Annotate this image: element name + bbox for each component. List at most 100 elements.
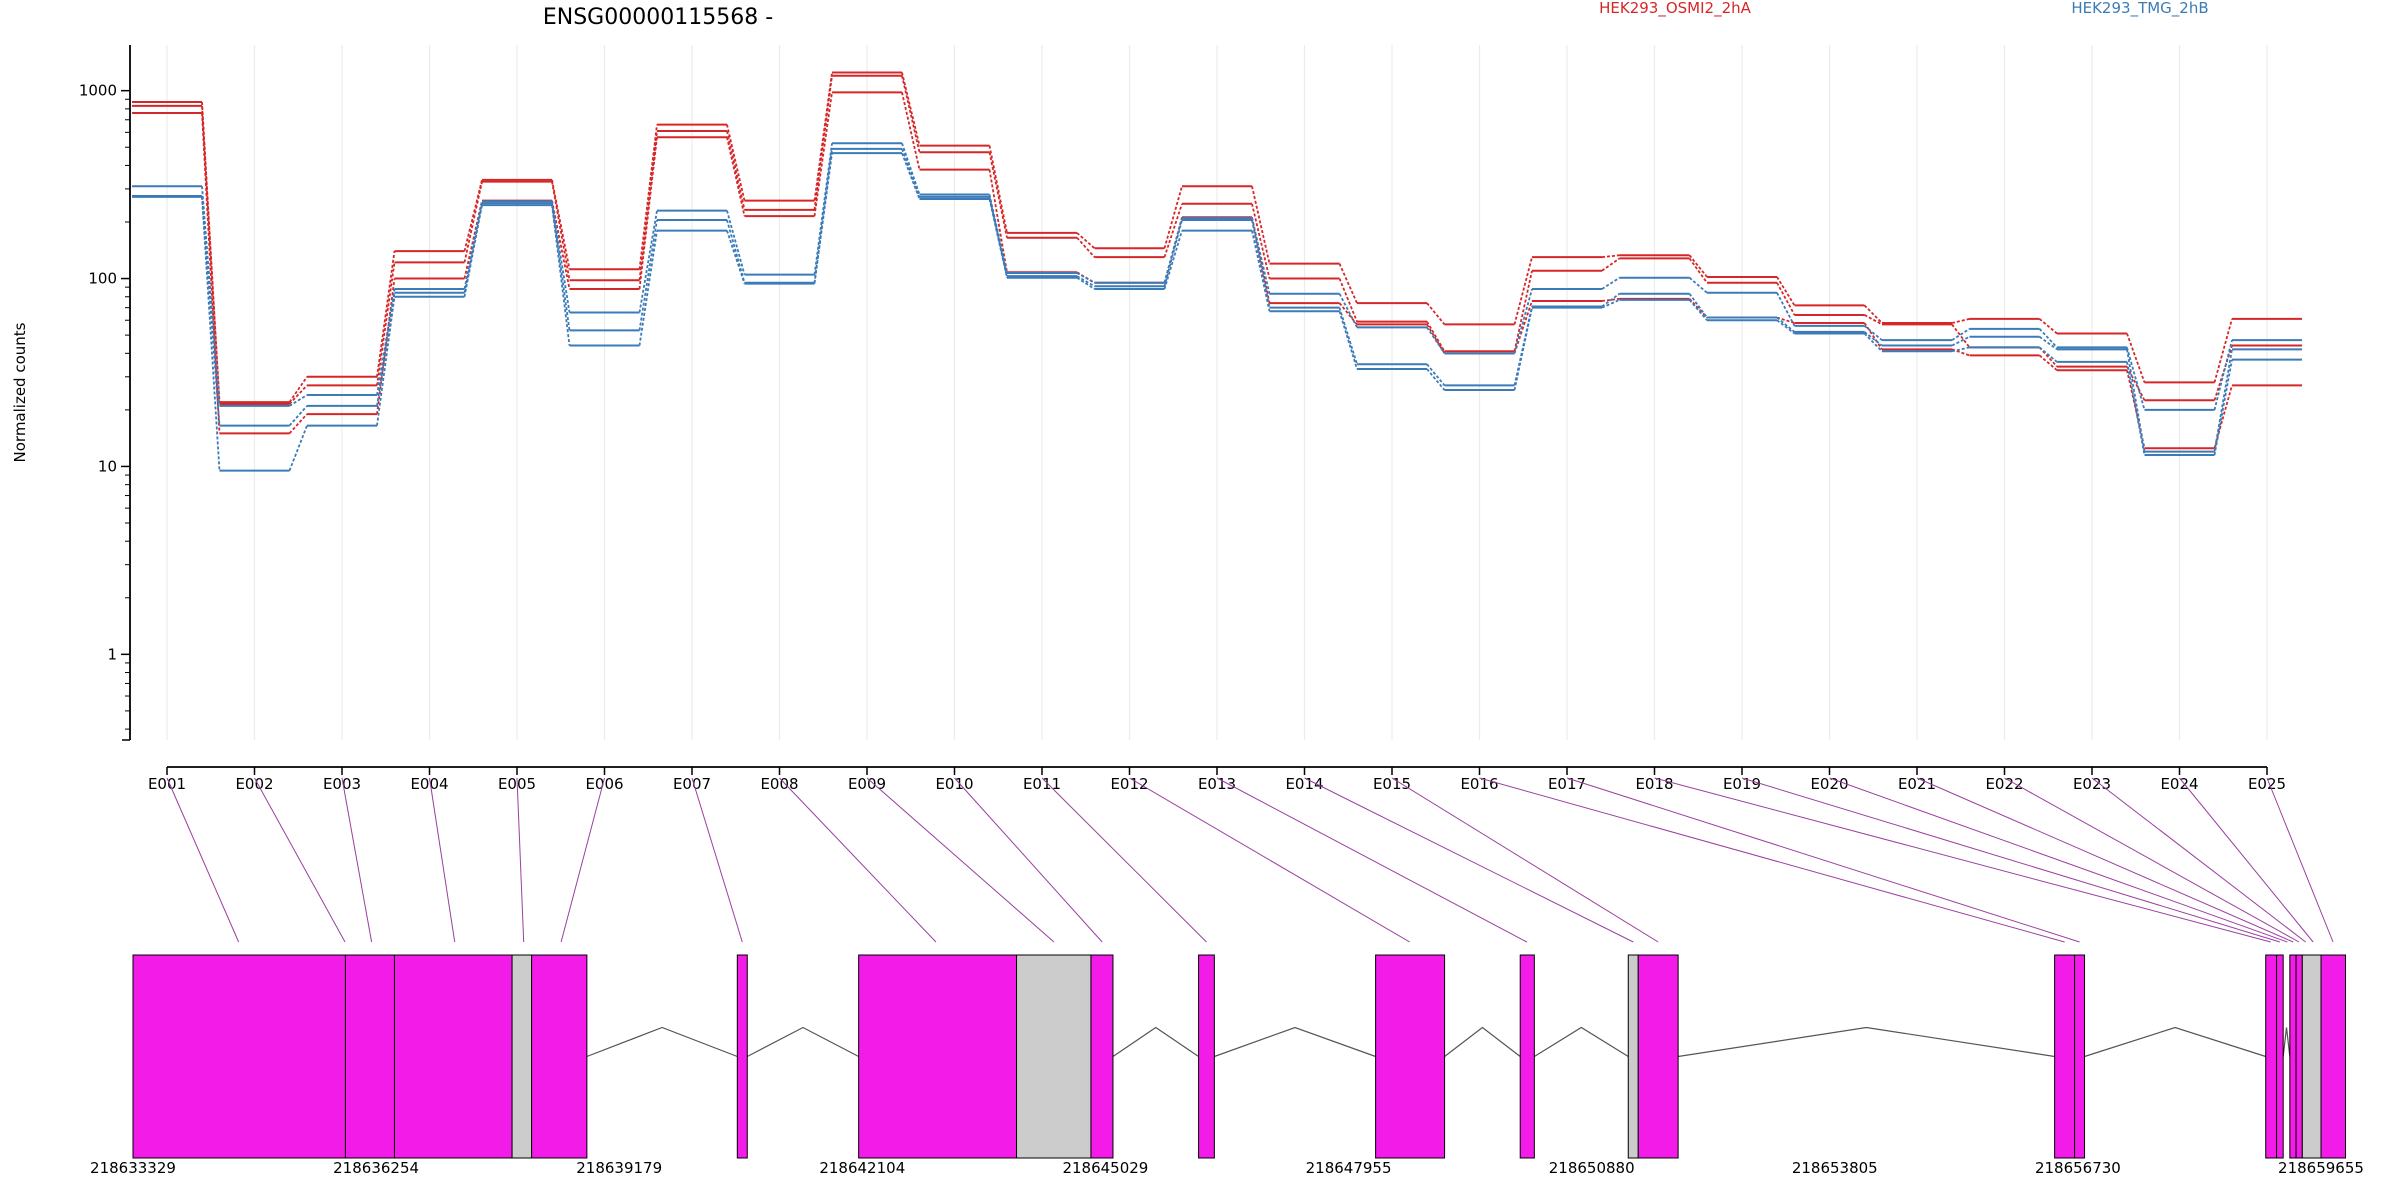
exon-segment-7	[1016, 954, 1092, 1159]
exon-link-E002	[254, 777, 346, 943]
exon-link-E014	[1304, 777, 1634, 943]
exon-link-E015	[1391, 777, 1659, 943]
series-3-connector	[1776, 292, 1796, 327]
exon-segment-4	[531, 954, 588, 1159]
series-5-connector	[2213, 359, 2233, 456]
series-0-connector	[726, 124, 746, 201]
intron-2	[1112, 1026, 1199, 1057]
exon-link-E008	[779, 777, 937, 943]
exon-segment-17	[2276, 954, 2284, 1159]
x-tick-label-E021: E021	[1898, 775, 1936, 793]
series-4-connector	[813, 148, 833, 283]
x-tick-label-E024: E024	[2160, 775, 2198, 793]
series-5-connector	[551, 204, 571, 346]
x-tick-label-E022: E022	[1985, 775, 2023, 793]
genomic-coordinate-8: 218656730	[2035, 1159, 2121, 1177]
series-0-connector	[1863, 304, 1883, 324]
series-0-connector	[638, 124, 658, 270]
series-0-connector	[2213, 318, 2233, 383]
series-4-connector	[2126, 349, 2146, 452]
exon-link-E022	[2004, 777, 2300, 943]
series-1-connector	[1338, 278, 1358, 322]
series-0-connector	[551, 179, 571, 270]
series-5-connector	[201, 196, 221, 471]
intron-3	[1214, 1026, 1376, 1058]
x-tick-label-E001: E001	[148, 775, 186, 793]
series-0-connector	[1251, 186, 1271, 264]
exon-segment-3	[511, 954, 533, 1159]
x-tick-label-E012: E012	[1110, 775, 1148, 793]
series-2-connector	[1601, 297, 1620, 302]
series-3-connector	[1601, 276, 1620, 290]
series-5-connector	[1426, 368, 1446, 391]
exon-segment-9	[1198, 954, 1215, 1159]
genomic-coordinate-1: 218636254	[333, 1159, 419, 1177]
series-2-connector	[988, 169, 1008, 273]
legend-entry-1: HEK293_TMG_2hB	[2071, 0, 2208, 18]
exon-link-E016	[1479, 777, 2065, 943]
x-tick-label-E016: E016	[1460, 775, 1498, 793]
exon-segment-19	[2295, 954, 2303, 1159]
series-0-connector	[1338, 263, 1358, 304]
series-2-connector	[813, 92, 833, 217]
x-tick-label-E013: E013	[1198, 775, 1236, 793]
series-1-connector	[463, 181, 483, 263]
series-3-connector	[201, 186, 221, 406]
series-3-connector	[1863, 325, 1883, 341]
series-5-connector	[288, 425, 308, 471]
series-1-connector	[901, 75, 921, 153]
series-1-connector	[1864, 314, 1883, 326]
series-0-connector	[288, 376, 308, 403]
series-5-connector	[638, 230, 658, 346]
series-5-connector	[1776, 319, 1796, 335]
series-4-connector	[1776, 316, 1796, 333]
series-1-connector	[1776, 282, 1796, 316]
series-4-connector	[726, 219, 746, 283]
exon-link-E009	[866, 777, 1055, 943]
series-3-connector	[2213, 339, 2233, 411]
series-4-connector	[288, 405, 308, 427]
series-0-connector	[1951, 318, 1970, 324]
series-5	[132, 152, 2302, 472]
series-5-connector	[1601, 299, 1620, 309]
series-4-connector	[1601, 293, 1621, 308]
x-tick-label-E010: E010	[935, 775, 973, 793]
intron-1	[747, 1026, 859, 1058]
series-1-connector	[1951, 323, 1971, 348]
intron-7	[2084, 1026, 2266, 1058]
series-1-connector	[2038, 346, 2058, 368]
series-2-connector	[1513, 300, 1533, 354]
series-1-connector	[1426, 321, 1446, 352]
series-5-connector	[2126, 361, 2146, 456]
exon-segment-18	[2289, 954, 2297, 1159]
series-3-connector	[1426, 326, 1446, 354]
series-4-connector	[1426, 363, 1446, 386]
exon-link-E020	[1829, 777, 2288, 943]
intron-4	[1444, 1026, 1521, 1057]
series-2-connector	[1426, 323, 1446, 354]
x-tick-label-E003: E003	[323, 775, 361, 793]
series-0-connector	[901, 72, 921, 146]
x-tick-label-E025: E025	[2248, 775, 2286, 793]
exon-link-E001	[166, 777, 240, 943]
series-2-connector	[288, 413, 308, 434]
series-0-connector	[2038, 318, 2058, 335]
exon-link-E017	[1566, 777, 2080, 943]
exon-link-E006	[560, 777, 605, 943]
x-tick-label-E018: E018	[1635, 775, 1673, 793]
y-tick-label-0: 1	[107, 645, 117, 663]
series-5-connector	[1863, 332, 1883, 352]
series-4-connector	[2213, 349, 2233, 452]
exon-segment-14	[2054, 954, 2076, 1159]
series-4-connector	[551, 203, 571, 331]
intron-5	[1534, 1026, 1629, 1058]
genomic-coordinate-9: 218659655	[2278, 1159, 2364, 1177]
series-4-connector	[1688, 293, 1708, 319]
genomic-coordinate-2: 218639179	[576, 1159, 662, 1177]
series-4-connector	[1163, 219, 1183, 287]
series-5-connector	[901, 152, 921, 200]
exon-segment-1	[344, 954, 395, 1159]
legend-entry-0: HEK293_OSMI2_2hA	[1599, 0, 1752, 18]
exon-link-E024	[2179, 777, 2314, 943]
